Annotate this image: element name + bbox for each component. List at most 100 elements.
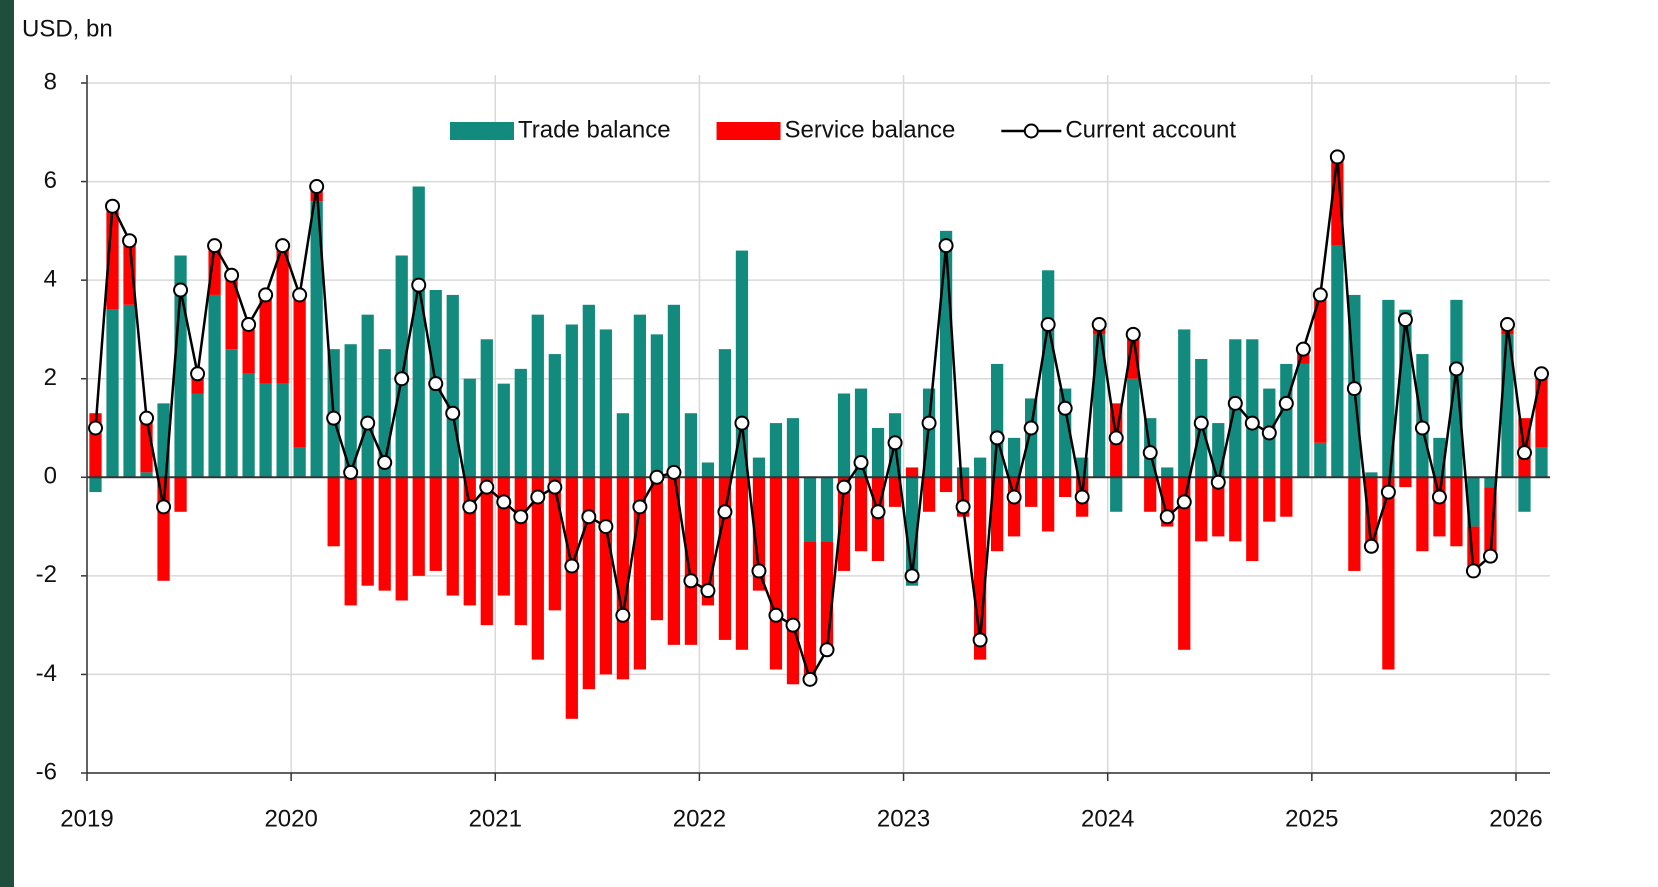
point [717,504,733,520]
bar [752,477,766,591]
bar [1093,334,1106,478]
point [411,277,427,293]
bar [1195,477,1208,542]
bar [973,457,987,478]
bar [480,477,493,626]
bar [752,457,766,478]
bar [1246,477,1259,562]
point [768,607,784,623]
point [1482,548,1498,564]
bar [1127,378,1140,478]
point [428,376,444,392]
bar [1399,309,1412,478]
bar [888,477,902,507]
point [870,504,886,520]
y-tick-label: -4 [36,660,57,687]
bar [1008,437,1021,478]
point [615,607,631,623]
bar [1025,398,1038,478]
bar [1365,472,1378,478]
bar [769,423,783,478]
x-tick-label: 2021 [469,805,522,832]
bar [803,477,817,542]
bar [225,349,238,478]
point [1091,317,1107,332]
point [1023,420,1039,436]
bar [820,477,834,542]
point [904,568,920,584]
bar [990,363,1004,478]
legend-label: Service balance [785,116,956,143]
bar [956,467,970,478]
point [1397,312,1413,328]
legend-swatch [450,122,514,140]
bar [633,314,647,478]
bar [735,477,749,650]
point [139,410,155,426]
point [802,671,818,687]
point [1431,489,1447,505]
bar [242,324,255,374]
point [1261,425,1277,441]
bar [1042,270,1055,478]
point [683,573,699,589]
point [445,405,461,421]
bar [1484,477,1497,488]
point [377,455,393,470]
point [241,317,257,332]
point [1278,395,1294,411]
bar [123,304,136,478]
point [1193,415,1209,431]
x-tick-label: 2026 [1489,805,1542,832]
x-tick-label: 2022 [673,805,726,832]
line [94,156,1543,683]
bar [1280,477,1293,517]
bar [531,314,544,478]
point [1227,395,1243,411]
bar [1416,354,1429,478]
bar [803,541,817,680]
bar [854,477,868,552]
bar [293,447,306,478]
bar [242,373,255,478]
legend-label: Trade balance [518,116,671,143]
bar [701,462,715,478]
point [1210,474,1226,490]
bar [1161,467,1174,478]
bar [310,201,323,478]
bar [1535,447,1548,478]
bar [990,477,1004,552]
bar [1297,363,1310,478]
point [972,632,988,648]
bar [276,383,289,478]
bar [429,477,442,571]
bar [1348,477,1361,571]
point [598,519,614,535]
point [751,563,767,579]
point [479,479,495,495]
bar [905,467,919,478]
point [207,238,223,254]
point [1465,563,1481,579]
bar [174,477,187,512]
legend-swatch [1023,123,1039,139]
point [1363,538,1379,554]
point [955,499,971,515]
bar [463,378,476,478]
point [1533,366,1549,382]
point [1329,149,1345,165]
x-tick-label: 2025 [1285,805,1338,832]
point [394,371,410,387]
bar [140,472,153,478]
bar [1263,477,1276,522]
bar [1110,477,1123,512]
bar [446,477,459,596]
x-tick-label: 2024 [1081,805,1134,832]
bar [650,477,664,621]
bar [837,393,851,478]
point [1040,317,1056,332]
point [819,642,835,658]
x-tick-label: 2023 [877,805,930,832]
point [462,499,478,515]
